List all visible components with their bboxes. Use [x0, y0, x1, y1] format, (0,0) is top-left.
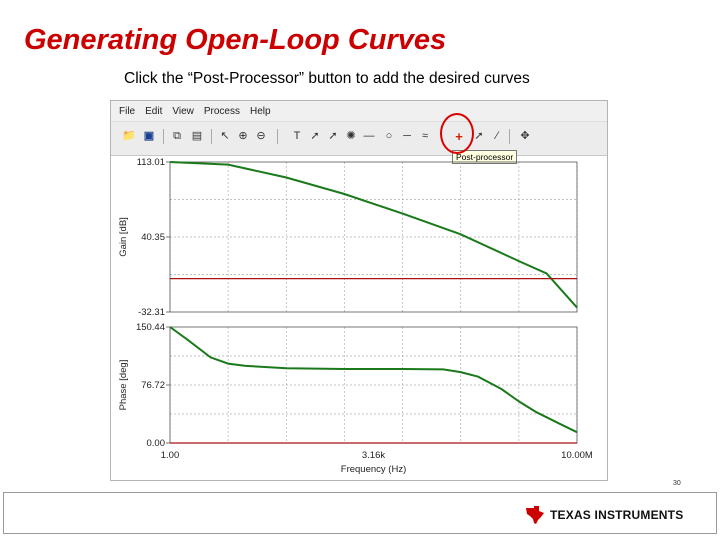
y-tick-label: 40.35: [141, 232, 165, 243]
x-tick-label: 3.16k: [362, 450, 385, 461]
bode-plot-area: 113.01 40.35 -32.31 Gain [dB] 150.44 76.72 0.0…: [110, 156, 608, 481]
zoom-in-icon[interactable]: ⊕: [238, 129, 248, 142]
bode-plot: 113.01 40.35 -32.31 Gain [dB] 150.44 76.72 0.0…: [118, 157, 593, 475]
text-icon[interactable]: T: [293, 129, 301, 142]
menu-help[interactable]: Help: [249, 105, 271, 117]
cursor-icon[interactable]: ➚: [328, 129, 338, 142]
y-tick-label: 0.00: [147, 438, 166, 449]
toolbar: 📁 ▣ ⧉ ▤ ↖ ⊕ ⊖ T ➚ ➚ ✺ — ○ ─ ≈ + ➚ ∕ ✥: [111, 121, 607, 156]
toolbar-separator: [211, 129, 212, 144]
footer-bar: [3, 492, 717, 534]
series-line: [169, 161, 578, 309]
y-tick-label: 113.01: [137, 157, 165, 168]
y-axis-label: Phase [deg]: [118, 360, 129, 411]
copy-icon[interactable]: ⧉: [173, 129, 181, 142]
marker-icon[interactable]: ✺: [346, 129, 356, 142]
pan-icon[interactable]: ✥: [520, 129, 530, 142]
menu-edit[interactable]: Edit: [145, 105, 163, 117]
save-icon[interactable]: ▣: [143, 129, 155, 142]
menu-process[interactable]: Process: [203, 105, 240, 117]
toolbar-separator: [277, 129, 278, 144]
circle-icon[interactable]: ○: [385, 129, 393, 142]
highlight-circle: [440, 113, 474, 154]
slide-number: 30: [673, 480, 681, 487]
post-processor-tooltip: Post-processor: [452, 150, 518, 164]
slide-title: Generating Open-Loop Curves: [24, 24, 447, 56]
x-axis-label: Frequency (Hz): [341, 464, 406, 475]
open-folder-icon[interactable]: 📁: [122, 129, 136, 142]
line-icon[interactable]: ∕: [496, 129, 498, 142]
arrow-icon[interactable]: ➚: [474, 129, 484, 142]
toolbar-separator: [509, 129, 510, 144]
menu-bar: File Edit View Process Help: [111, 101, 607, 121]
y-tick-label: 76.72: [141, 380, 165, 391]
cursor-icon[interactable]: ➚: [310, 129, 320, 142]
y-tick-label: 150.44: [136, 322, 165, 333]
y-tick-label: -32.31: [138, 307, 165, 318]
slide-subtitle: Click the “Post-Processor” button to add…: [124, 70, 530, 87]
ti-logo-text: TEXAS INSTRUMENTS: [550, 508, 684, 522]
x-tick-label: 10.00M: [561, 450, 593, 461]
ti-logo: TEXAS INSTRUMENTS: [525, 505, 683, 525]
ti-state-icon: [526, 506, 544, 524]
y-axis-label: Gain [dB]: [118, 217, 129, 257]
simulator-window: File Edit View Process Help 📁 ▣ ⧉ ▤ ↖ ⊕ …: [110, 100, 608, 481]
paste-icon[interactable]: ▤: [191, 129, 203, 142]
series-line: [169, 326, 578, 434]
x-tick-label: 1.00: [161, 450, 180, 461]
zoom-out-icon[interactable]: ⊖: [256, 129, 266, 142]
line-icon[interactable]: —: [363, 129, 375, 142]
toolbar-separator: [163, 129, 164, 144]
pointer-icon[interactable]: ↖: [220, 129, 230, 142]
line-icon[interactable]: ─: [403, 129, 411, 142]
menu-view[interactable]: View: [172, 105, 194, 117]
curve-icon[interactable]: ≈: [421, 129, 429, 142]
menu-file[interactable]: File: [119, 105, 136, 117]
